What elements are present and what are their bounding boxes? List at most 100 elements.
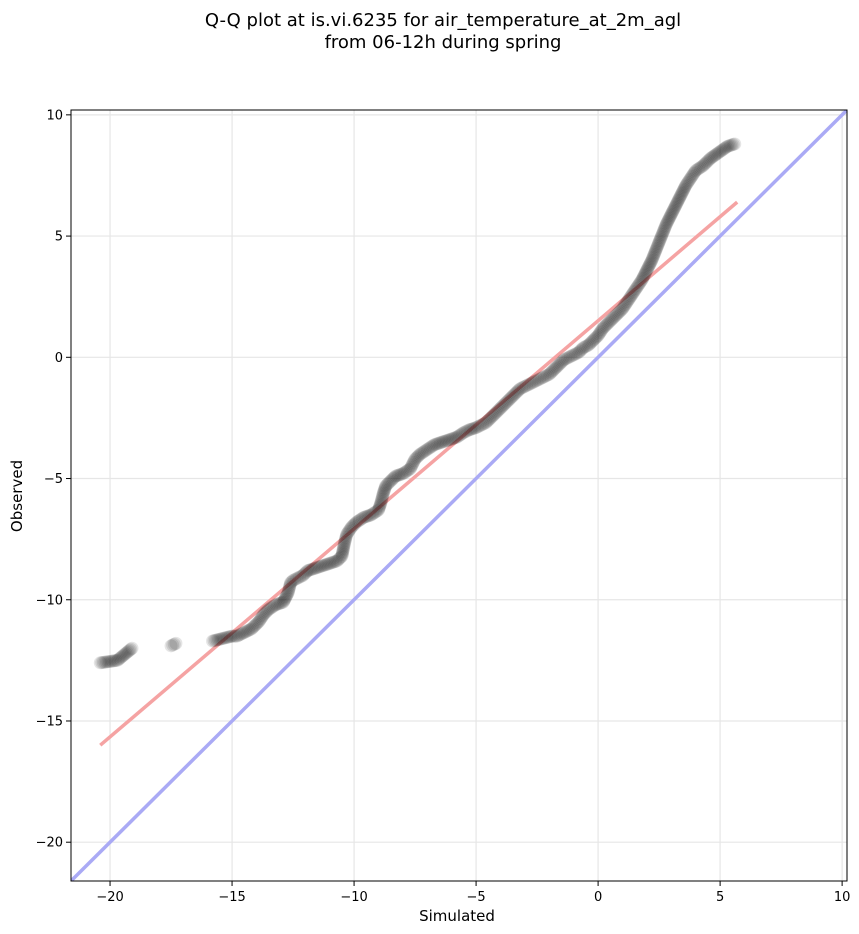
data-point (529, 374, 543, 388)
data-point (536, 371, 550, 385)
data-point (614, 303, 628, 317)
data-point (642, 259, 656, 273)
data-point (595, 323, 609, 337)
data-point (390, 469, 404, 483)
data-point (255, 610, 269, 624)
data-point (489, 406, 503, 420)
data-point (515, 381, 529, 395)
data-point (659, 218, 673, 232)
data-point (580, 339, 594, 353)
data-point (468, 421, 482, 435)
data-point (272, 597, 286, 611)
data-point (486, 408, 500, 422)
data-point (713, 145, 727, 159)
data-point (259, 605, 273, 619)
data-point (625, 287, 639, 301)
data-point (288, 573, 302, 587)
data-point (293, 570, 307, 584)
data-point (626, 286, 640, 300)
data-point (554, 355, 568, 369)
data-point (210, 633, 224, 647)
data-point (662, 213, 676, 227)
data-point (346, 519, 360, 533)
data-point (243, 623, 257, 637)
data-point (553, 356, 567, 370)
data-point (679, 178, 693, 192)
data-point (528, 375, 542, 389)
data-point (98, 655, 112, 669)
data-point (516, 380, 530, 394)
data-point (283, 579, 297, 593)
data-point (414, 446, 428, 460)
data-point (618, 297, 632, 311)
data-point (547, 362, 561, 376)
data-point (607, 310, 621, 324)
data-point (637, 269, 651, 283)
data-point (479, 416, 493, 430)
data-point (714, 144, 728, 158)
data-point (726, 137, 740, 151)
data-point (369, 505, 383, 519)
data-point (343, 523, 357, 537)
data-point (249, 617, 263, 631)
data-point (658, 220, 672, 234)
data-point (230, 629, 244, 643)
data-point (574, 343, 588, 357)
data-point (622, 292, 636, 306)
data-point (336, 543, 350, 557)
data-point (302, 563, 316, 577)
data-point (326, 555, 340, 569)
data-point (227, 629, 241, 643)
data-point (521, 378, 535, 392)
data-point (164, 639, 178, 653)
data-point (634, 274, 648, 288)
data-point (248, 618, 262, 632)
data-point (278, 592, 292, 606)
data-point (304, 563, 318, 577)
data-point (597, 320, 611, 334)
data-point (563, 349, 577, 363)
data-point (653, 232, 667, 246)
data-point (118, 647, 132, 661)
data-point (656, 225, 670, 239)
data-point (317, 558, 331, 572)
data-point (439, 434, 453, 448)
data-point (720, 139, 734, 153)
data-point (284, 576, 298, 590)
data-point (608, 309, 622, 323)
data-point (344, 521, 358, 535)
data-point (358, 510, 372, 524)
data-point (645, 252, 659, 266)
data-point (236, 626, 250, 640)
data-point (351, 514, 365, 528)
data-point (266, 600, 280, 614)
data-point (484, 411, 498, 425)
data-point (633, 276, 647, 290)
data-point (311, 560, 325, 574)
data-point (524, 376, 538, 390)
data-point (219, 631, 233, 645)
data-point (277, 594, 291, 608)
data-point (263, 601, 277, 615)
data-point (585, 335, 599, 349)
data-point (594, 324, 608, 338)
data-point (270, 597, 284, 611)
data-point (422, 441, 436, 455)
data-point (692, 162, 706, 176)
data-point (218, 631, 232, 645)
data-point (436, 435, 450, 449)
data-point (296, 569, 310, 583)
data-point (320, 557, 334, 571)
data-point (596, 321, 610, 335)
data-point (615, 302, 629, 316)
data-point (541, 368, 555, 382)
data-point (698, 156, 712, 170)
data-point (513, 382, 527, 396)
data-point (667, 202, 681, 216)
data-point (391, 468, 405, 482)
chart-title-line-2: from 06-12h during spring (325, 32, 562, 53)
data-point (268, 599, 282, 613)
data-point (394, 467, 408, 481)
data-point (643, 256, 657, 270)
data-point (511, 384, 525, 398)
